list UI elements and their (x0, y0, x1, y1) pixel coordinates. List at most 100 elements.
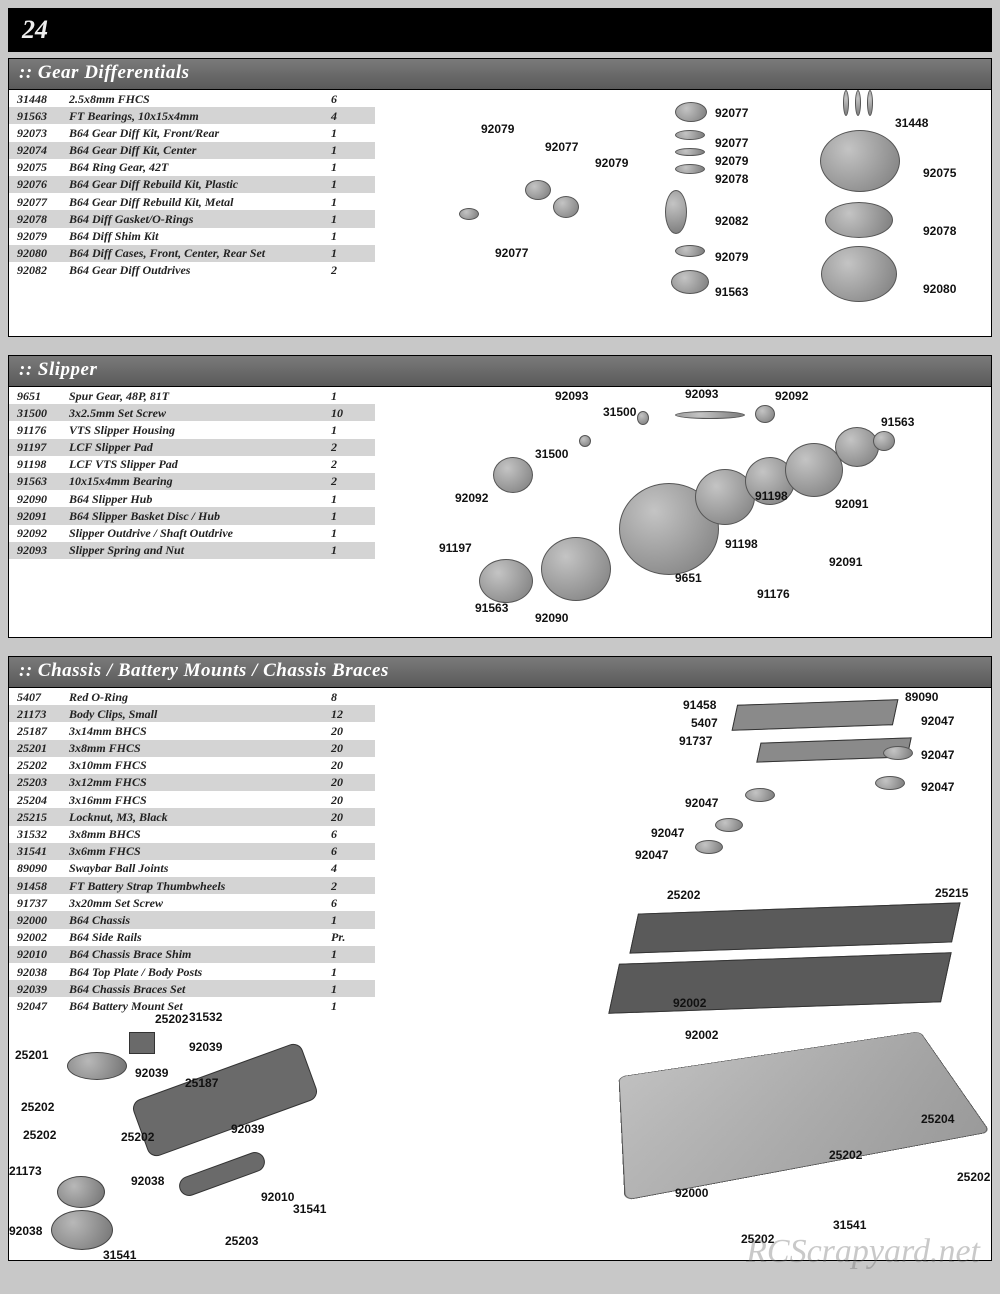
table-row: 917373x20mm Set Screw6 (9, 894, 375, 911)
diagram-label: 92047 (921, 714, 954, 728)
part-quantity: 2 (323, 473, 375, 490)
part-description: 3x2.5mm Set Screw (61, 404, 323, 421)
part-number: 91198 (9, 456, 61, 473)
part-shape (675, 411, 745, 419)
diagram-label: 92079 (481, 122, 514, 136)
part-quantity: 1 (323, 525, 375, 542)
diagram-label: 9651 (675, 571, 702, 585)
part-description: LCF Slipper Pad (61, 439, 323, 456)
part-shape (675, 102, 707, 122)
diagram-label: 92091 (835, 497, 868, 511)
diagram-label: 31541 (103, 1248, 136, 1262)
diagram-area: 9207992077920799207792077920779207992078… (375, 90, 991, 328)
diagram-label: 25201 (15, 1048, 48, 1062)
part-quantity: 8 (323, 688, 375, 705)
table-row: 315323x8mm BHCS6 (9, 826, 375, 843)
part-quantity: 20 (323, 757, 375, 774)
part-description: Slipper Outdrive / Shaft Outdrive (61, 525, 323, 542)
diagram-label: 92000 (675, 1186, 708, 1200)
part-description: B64 Gear Diff Rebuild Kit, Metal (61, 193, 323, 210)
diagram-label: 25204 (921, 1112, 954, 1126)
part-quantity: 1 (323, 507, 375, 524)
part-description: B64 Chassis (61, 911, 323, 928)
part-number: 92076 (9, 176, 61, 193)
part-quantity: 1 (323, 124, 375, 141)
part-description: B64 Ring Gear, 42T (61, 159, 323, 176)
part-number: 31448 (9, 90, 61, 107)
part-shape (637, 411, 649, 425)
part-number: 31532 (9, 826, 61, 843)
part-shape (608, 952, 951, 1013)
part-quantity: 20 (323, 722, 375, 739)
page-header: 24 (8, 8, 992, 52)
part-shape (176, 1149, 267, 1199)
diagram-label: 92091 (829, 555, 862, 569)
table-row: 92076B64 Gear Diff Rebuild Kit, Plastic1 (9, 176, 375, 193)
part-number: 25201 (9, 740, 61, 757)
diagram-label: 25202 (667, 888, 700, 902)
diagram-label: 92082 (715, 214, 748, 228)
part-quantity: 1 (323, 421, 375, 438)
diagram-label: 25202 (829, 1148, 862, 1162)
part-number: 91563 (9, 107, 61, 124)
table-row: 92090B64 Slipper Hub1 (9, 490, 375, 507)
part-description: B64 Chassis Brace Shim (61, 946, 323, 963)
diagram-label: 92079 (715, 154, 748, 168)
part-quantity: 20 (323, 791, 375, 808)
part-number: 9651 (9, 387, 61, 404)
diagram-label: 92079 (715, 250, 748, 264)
part-description: 2.5x8mm FHCS (61, 90, 323, 107)
diagram-label: 92090 (535, 611, 568, 625)
diagram-label: 92077 (495, 246, 528, 260)
diagram-label: 92039 (135, 1066, 168, 1080)
part-description: B64 Gear Diff Kit, Front/Rear (61, 124, 323, 141)
diagram-label: 21173 (9, 1164, 42, 1178)
part-description: 3x20mm Set Screw (61, 894, 323, 911)
part-shape (715, 818, 743, 832)
diagram-label: 91563 (475, 601, 508, 615)
table-row: 314482.5x8mm FHCS6 (9, 90, 375, 107)
table-row: 252033x12mm FHCS20 (9, 774, 375, 791)
part-quantity: 2 (323, 877, 375, 894)
table-row: 92010B64 Chassis Brace Shim1 (9, 946, 375, 963)
diagram-label: 25202 (21, 1100, 54, 1114)
diagram-label: 25215 (935, 886, 968, 900)
part-description: FT Battery Strap Thumbwheels (61, 877, 323, 894)
part-number: 31500 (9, 404, 61, 421)
diagram-label: 25203 (225, 1234, 258, 1248)
part-shape (130, 1041, 320, 1159)
section-title: :: Chassis / Battery Mounts / Chassis Br… (9, 657, 991, 688)
diagram-label: 92077 (545, 140, 578, 154)
part-description: 3x12mm FHCS (61, 774, 323, 791)
part-number: 31541 (9, 843, 61, 860)
table-row: 5407Red O-Ring8 (9, 688, 375, 705)
parts-table: 9651Spur Gear, 48P, 81T1315003x2.5mm Set… (9, 387, 375, 559)
table-row: 92080B64 Diff Cases, Front, Center, Rear… (9, 245, 375, 262)
part-description: VTS Slipper Housing (61, 421, 323, 438)
diagram-label: 91737 (679, 734, 712, 748)
part-quantity: 1 (323, 210, 375, 227)
table-row: 9651Spur Gear, 48P, 81T1 (9, 387, 375, 404)
part-description: B64 Gear Diff Kit, Center (61, 142, 323, 159)
table-row: 251873x14mm BHCS20 (9, 722, 375, 739)
part-shape (675, 130, 705, 140)
part-number: 92091 (9, 507, 61, 524)
part-quantity: 10 (323, 404, 375, 421)
part-description: FT Bearings, 10x15x4mm (61, 107, 323, 124)
diagram-label: 92039 (189, 1040, 222, 1054)
diagram-label: 5407 (691, 716, 718, 730)
table-row: 92077B64 Gear Diff Rebuild Kit, Metal1 (9, 193, 375, 210)
part-quantity: 20 (323, 774, 375, 791)
section: :: Slipper9651Spur Gear, 48P, 81T1315003… (8, 355, 992, 638)
diagram-label: 31500 (603, 405, 636, 419)
section-body: 9651Spur Gear, 48P, 81T1315003x2.5mm Set… (9, 387, 991, 629)
part-number: 92090 (9, 490, 61, 507)
diagram-label: 92077 (715, 106, 748, 120)
part-quantity: 2 (323, 439, 375, 456)
diagram-label: 25202 (741, 1232, 774, 1246)
part-shape (479, 559, 533, 603)
part-number: 91563 (9, 473, 61, 490)
part-description: 3x16mm FHCS (61, 791, 323, 808)
part-quantity: 20 (323, 740, 375, 757)
part-description: B64 Gear Diff Rebuild Kit, Plastic (61, 176, 323, 193)
